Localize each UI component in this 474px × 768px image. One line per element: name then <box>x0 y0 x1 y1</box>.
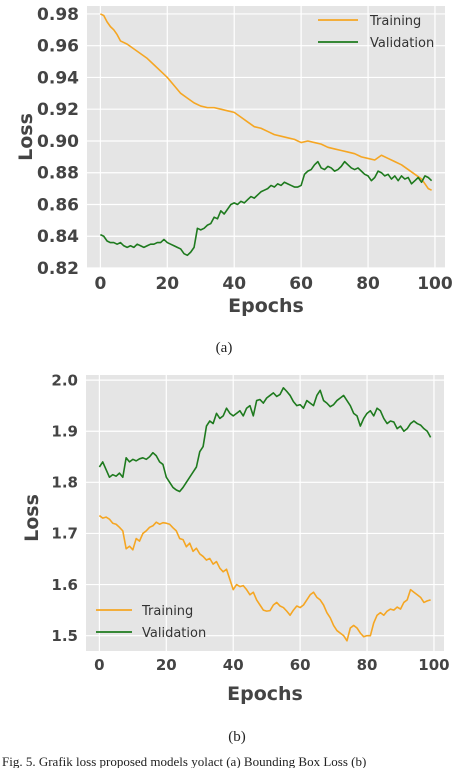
chart-b-xtick-label: 80 <box>357 656 378 674</box>
chart-a-legend-training-label: Training <box>369 14 421 29</box>
chart-b-ytick-label: 1.7 <box>51 525 78 543</box>
chart-a-xtick-label: 40 <box>222 274 246 294</box>
chart-b-xlabel: Epochs <box>227 683 303 705</box>
chart-b-ytick-label: 1.9 <box>51 422 78 440</box>
chart-b-xtick-label: 60 <box>290 656 311 674</box>
chart-a-ytick-label: 0.88 <box>37 164 79 184</box>
chart-b-yticks: 1.5 1.6 1.7 1.8 1.9 2.0 <box>51 371 78 645</box>
chart-a-ytick-label: 0.90 <box>37 132 79 152</box>
chart-b-series-training-line <box>98 514 431 642</box>
chart-b: 1.5 1.6 1.7 1.8 1.9 2.0 0 20 40 60 80 100 Epochs L… <box>21 371 450 705</box>
chart-a-ytick-label: 0.96 <box>37 37 79 57</box>
chart-a-xtick-label: 80 <box>356 274 380 294</box>
chart-b-grid <box>86 375 444 651</box>
chart-b-series-validation-line <box>98 386 432 493</box>
chart-b-xtick-label: 0 <box>94 656 104 674</box>
chart-b-xtick-label: 20 <box>156 656 177 674</box>
chart-a-ylabel: Loss <box>15 113 37 161</box>
chart-a-xtick-label: 100 <box>417 274 453 294</box>
chart-a-plot-area <box>87 6 445 268</box>
chart-a-xtick-label: 0 <box>94 274 106 294</box>
chart-b-legend-training-label: Training <box>141 604 193 619</box>
chart-b-ylabel: Loss <box>21 494 43 542</box>
chart-a-legend: Training Validation <box>318 14 434 51</box>
chart-b-lines <box>98 386 432 642</box>
chart-a-ytick-label: 0.82 <box>37 259 79 279</box>
chart-b-ytick-label: 1.6 <box>51 576 78 594</box>
subcaption-b: (b) <box>228 729 246 745</box>
chart-b-ytick-label: 1.5 <box>51 627 78 645</box>
chart-a-ytick-label: 0.92 <box>37 100 79 120</box>
chart-a-series-validation-line <box>100 160 433 257</box>
chart-a-ytick-label: 0.98 <box>37 5 79 25</box>
chart-a-xticks: 0 20 40 60 80 100 <box>94 274 452 294</box>
chart-b-xticks: 0 20 40 60 80 100 <box>94 656 449 674</box>
subcaption-a: (a) <box>216 340 233 356</box>
chart-b-plot-area <box>86 375 444 651</box>
chart-a-yticks: 0.82 0.84 0.86 0.88 0.90 0.92 0.94 0.96 0.98 <box>37 5 79 279</box>
chart-b-xtick-label: 100 <box>418 656 449 674</box>
chart-b-ytick-label: 2.0 <box>51 371 78 389</box>
chart-b-xtick-label: 40 <box>223 656 244 674</box>
chart-a-ytick-label: 0.86 <box>37 195 79 215</box>
chart-a-grid <box>87 6 445 269</box>
chart-a-ytick-label: 0.84 <box>37 227 79 247</box>
chart-a-lines <box>100 13 433 257</box>
chart-a-xtick-label: 60 <box>289 274 313 294</box>
chart-a-xtick-label: 20 <box>155 274 179 294</box>
chart-b-ytick-label: 1.8 <box>51 474 78 492</box>
chart-a-legend-validation-label: Validation <box>370 36 434 51</box>
chart-b-legend: Training Validation <box>96 604 206 641</box>
chart-a-xlabel: Epochs <box>228 295 304 317</box>
chart-a: 0.82 0.84 0.86 0.88 0.90 0.92 0.94 0.96 0.98 0 20… <box>15 5 453 317</box>
figure-caption: Fig. 5. Grafik loss proposed models yola… <box>2 754 366 768</box>
chart-a-ytick-label: 0.94 <box>37 68 79 88</box>
chart-b-legend-validation-label: Validation <box>142 626 206 641</box>
chart-a-series-training-line <box>100 13 432 191</box>
